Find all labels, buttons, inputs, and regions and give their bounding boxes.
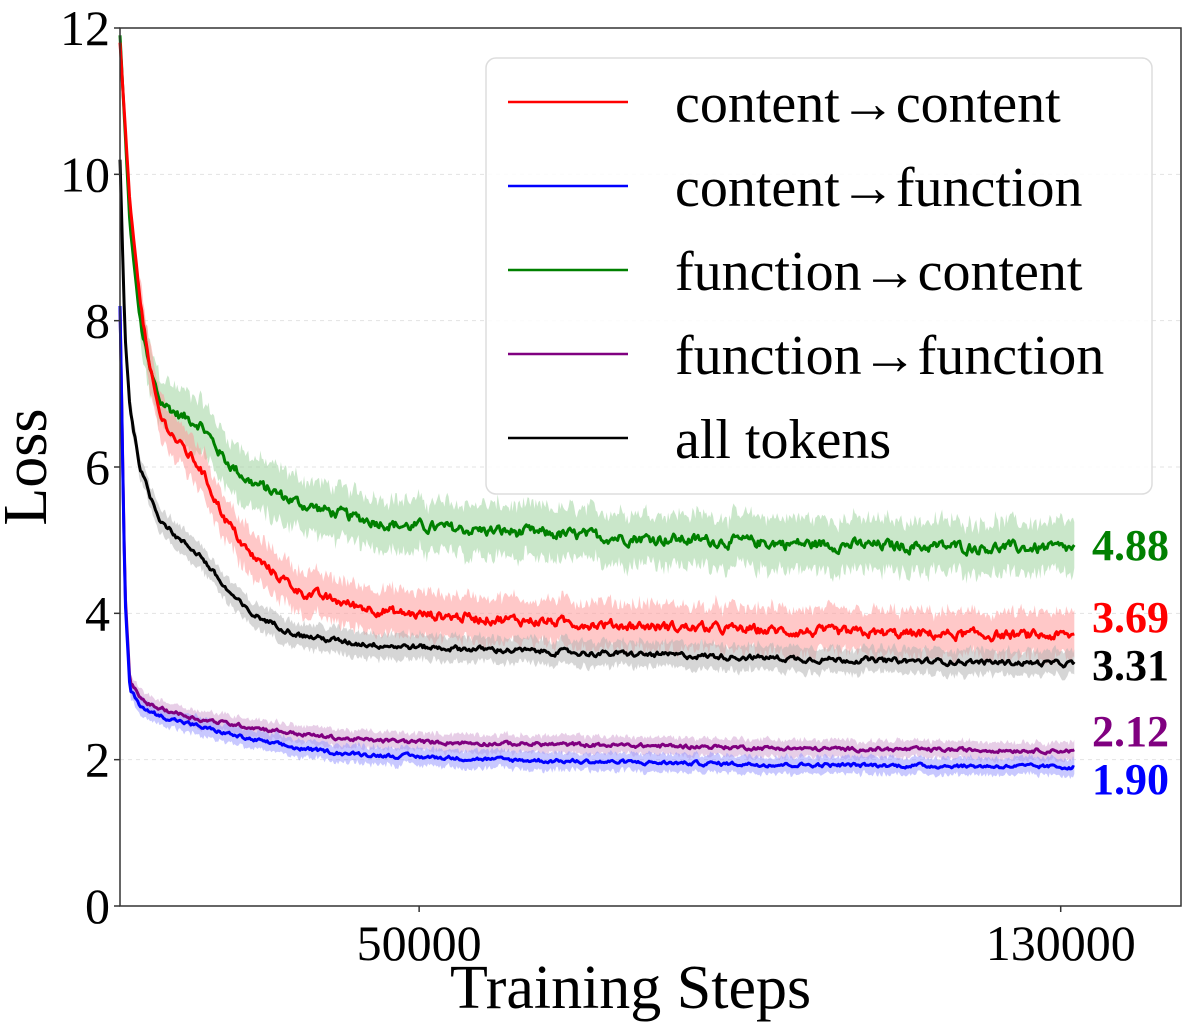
- band-function-function: [120, 302, 1075, 764]
- x-tick-label: 130000: [986, 915, 1136, 971]
- y-tick-label: 10: [60, 146, 110, 202]
- legend-box: [485, 57, 1153, 495]
- final-value-labels: 4.88 3.693.31 2.121.90: [1092, 521, 1169, 804]
- line-function-function: [118, 305, 1075, 756]
- line-content-function: [118, 305, 1075, 771]
- legend-label: all tokens: [675, 409, 891, 471]
- legend-label: function→function: [675, 325, 1104, 387]
- line-all-tokens: [118, 159, 1076, 669]
- y-tick-label: 2: [85, 732, 110, 788]
- y-tick-label: 0: [85, 878, 110, 934]
- y-tick-label: 12: [60, 0, 110, 56]
- y-tick-label: 6: [85, 439, 110, 495]
- x-axis-title: Training Steps: [450, 954, 811, 1022]
- line-function-content: [118, 35, 1076, 557]
- legend-label: content→function: [675, 157, 1082, 219]
- legend-label: content→content: [675, 73, 1061, 135]
- final-value-label: 2.12: [1092, 707, 1169, 756]
- line-content-content: [118, 42, 1075, 643]
- final-value-label: 3.31: [1092, 641, 1169, 690]
- y-axis-ticks: 0 2 4 6 8 10 12: [60, 0, 120, 934]
- y-tick-label: 4: [85, 585, 110, 641]
- x-axis-ticks: 50000 130000: [357, 906, 1136, 971]
- legend: content→content content→function function→…: [485, 57, 1153, 495]
- final-value-label: 4.88: [1092, 521, 1169, 570]
- final-value-label: 1.90: [1092, 755, 1169, 804]
- x-tick-label: 50000: [357, 915, 482, 971]
- legend-label: function→content: [675, 241, 1083, 303]
- y-axis-title: Loss: [0, 408, 60, 525]
- final-value-label: 3.69: [1092, 593, 1169, 642]
- y-tick-label: 8: [85, 293, 110, 349]
- series-lines: [118, 35, 1076, 771]
